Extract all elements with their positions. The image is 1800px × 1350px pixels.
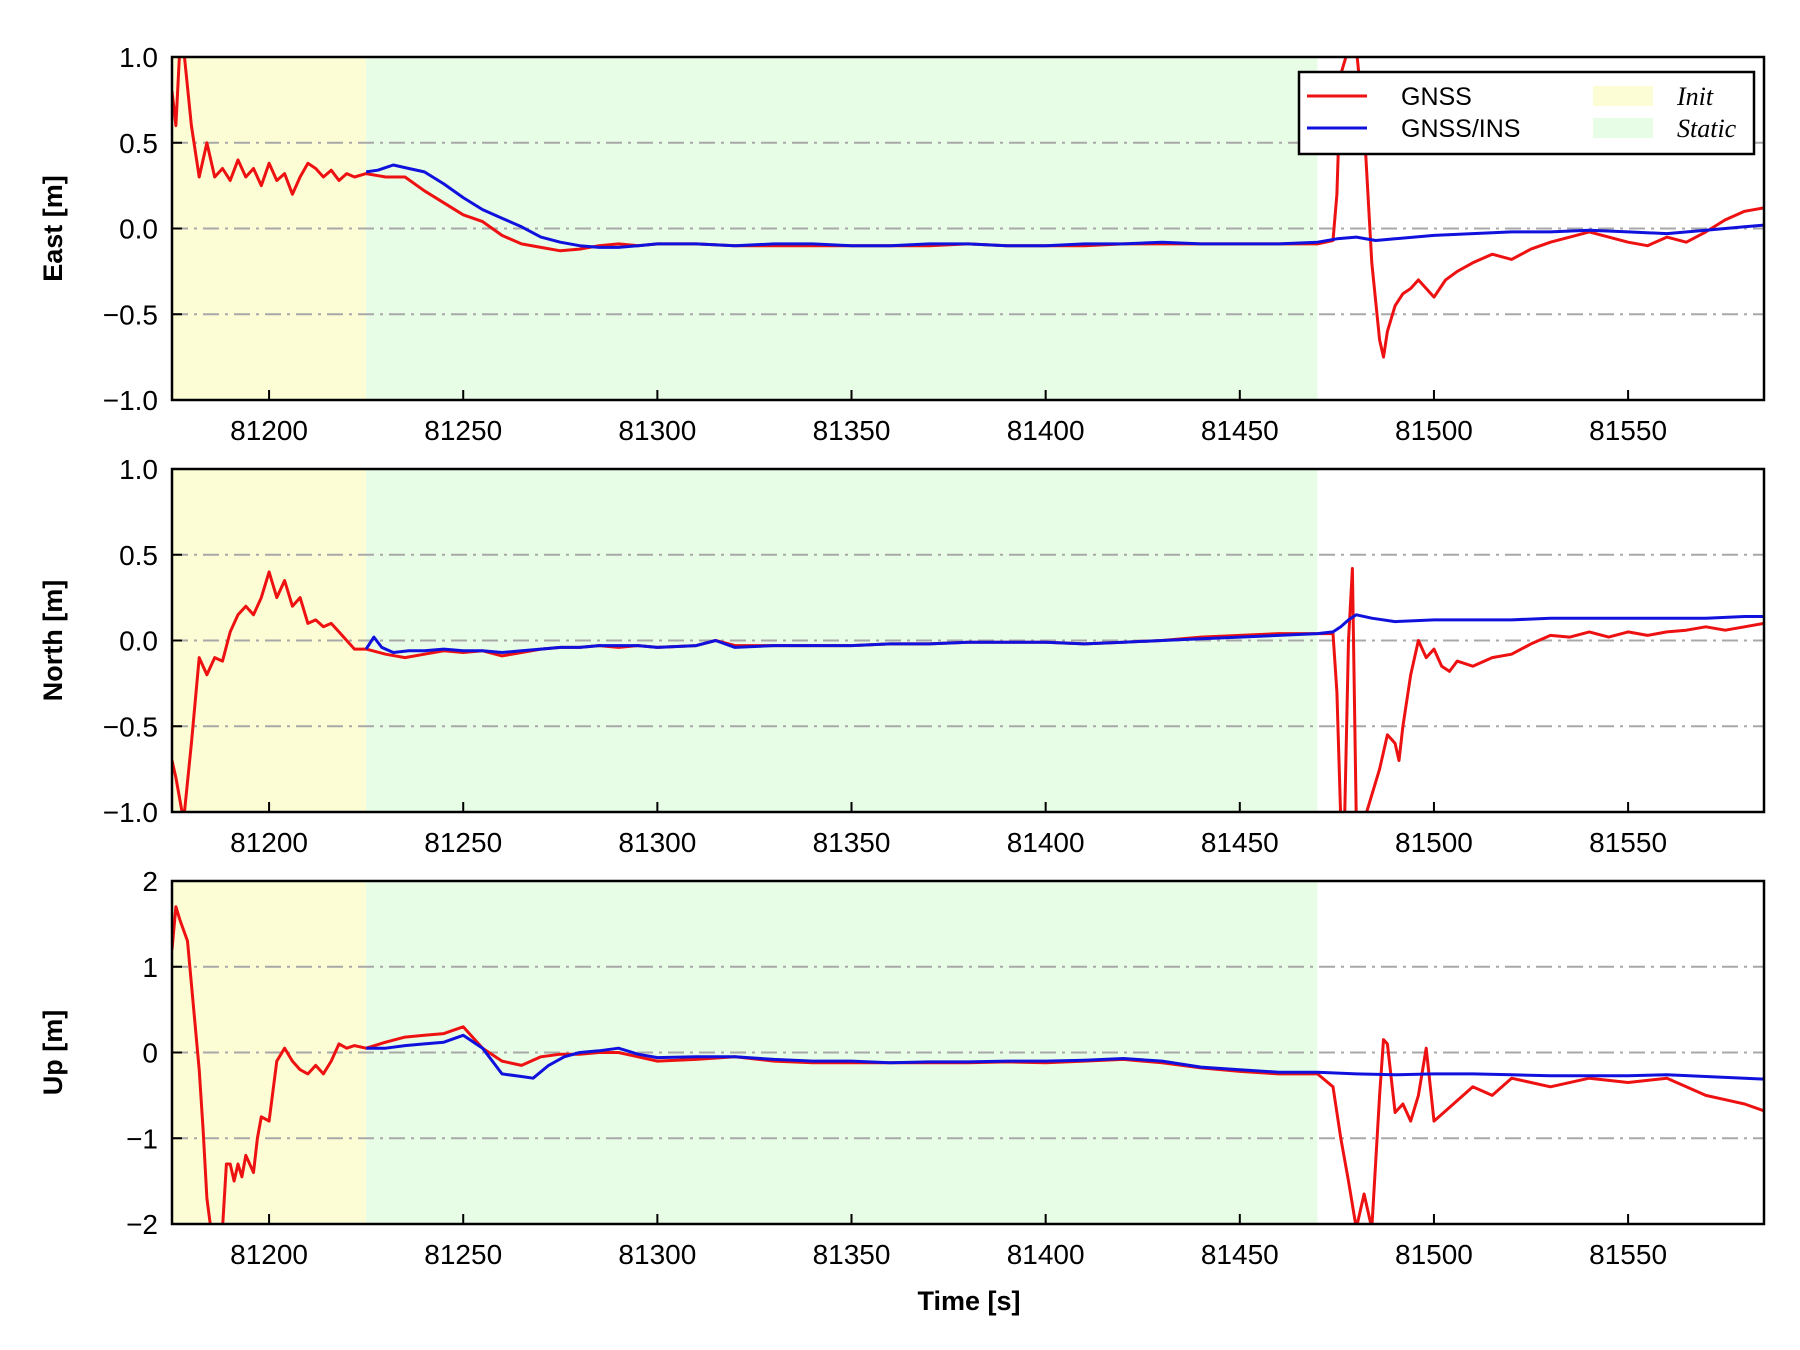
legend-label: Static [1677,114,1737,143]
x-tick-label: 81550 [1589,1239,1667,1270]
legend-entry-gnss: GNSS [1307,83,1472,111]
legend-entry-init: Init [1593,82,1714,111]
x-tick-label: 81200 [230,1239,308,1270]
x-tick-label: 81450 [1201,415,1279,446]
legend-box [1297,70,1756,156]
panel-north: 81200 81250 81300 81350 81400 81450 81500 81550… [38,454,1766,858]
y-tick-label: 1.0 [119,454,158,485]
x-tick-label: 81250 [424,827,502,858]
y-tick-label: −1.0 [103,385,158,416]
x-tick-label: 81200 [230,415,308,446]
x-tick-label: 81450 [1201,1239,1279,1270]
y-tick-label: 0 [142,1038,158,1069]
x-axis-label: Time [s] [917,1286,1020,1316]
y-tick-label: 0.0 [119,626,158,657]
x-tick-label: 81550 [1589,415,1667,446]
legend-label: Init [1676,82,1714,111]
legend-patch-swatch [1593,118,1653,138]
x-tick-label: 81500 [1395,415,1473,446]
x-tick-label: 81350 [813,1239,891,1270]
x-tick-label: 81300 [618,415,696,446]
x-tick-label: 81400 [1007,827,1085,858]
y-tick-label: 2 [142,866,158,897]
x-tick-label: 81350 [813,415,891,446]
x-tick-label: 81350 [813,827,891,858]
x-tick-label: 81450 [1201,827,1279,858]
y-tick-label: −0.5 [103,711,158,742]
legend-entry-static: Static [1593,114,1737,143]
x-tick-label: 81250 [424,1239,502,1270]
x-tick-label: 81300 [618,827,696,858]
legend-label: GNSS [1401,83,1472,111]
legend-label: GNSS/INS [1401,115,1520,143]
y-axis-label-north: North [m] [38,580,68,701]
y-tick-label: −1 [126,1123,158,1154]
panel-up: 81200 81250 81300 81350 81400 81450 81500 81550… [38,866,1766,1270]
legend-entry-gnss-ins: GNSS/INS [1307,115,1520,143]
x-tick-label: 81400 [1007,1239,1085,1270]
series-gnss-up [172,905,1764,1224]
y-tick-label: 1.0 [119,42,158,73]
legend-patch-swatch [1593,86,1653,106]
x-tick-label: 81250 [424,415,502,446]
y-tick-label: −2 [126,1209,158,1240]
legend: GNSS GNSS/INS Init Static [1297,70,1756,156]
x-tick-label: 81500 [1395,827,1473,858]
x-tick-label: 81400 [1007,415,1085,446]
y-tick-label: −0.5 [103,299,158,330]
panel-east: 81200 81250 81300 81350 81400 81450 81500 81550… [38,42,1766,446]
x-tick-label: 81550 [1589,827,1667,858]
series-gnss-ins-north [364,613,1764,654]
x-tick-label: 81500 [1395,1239,1473,1270]
x-tick-label: 81200 [230,827,308,858]
series-gnss-ins-east [365,163,1764,249]
y-tick-label: −1.0 [103,797,158,828]
y-axis-label-east: East [m] [38,175,68,282]
y-axis-label-up: Up [m] [38,1010,68,1095]
series-gnss-ins-up [366,1033,1764,1081]
y-tick-label: 1 [142,952,158,983]
y-tick-label: 0.5 [119,540,158,571]
x-tick-label: 81300 [618,1239,696,1270]
y-tick-label: 0.5 [119,128,158,159]
y-tick-label: 0.0 [119,214,158,245]
